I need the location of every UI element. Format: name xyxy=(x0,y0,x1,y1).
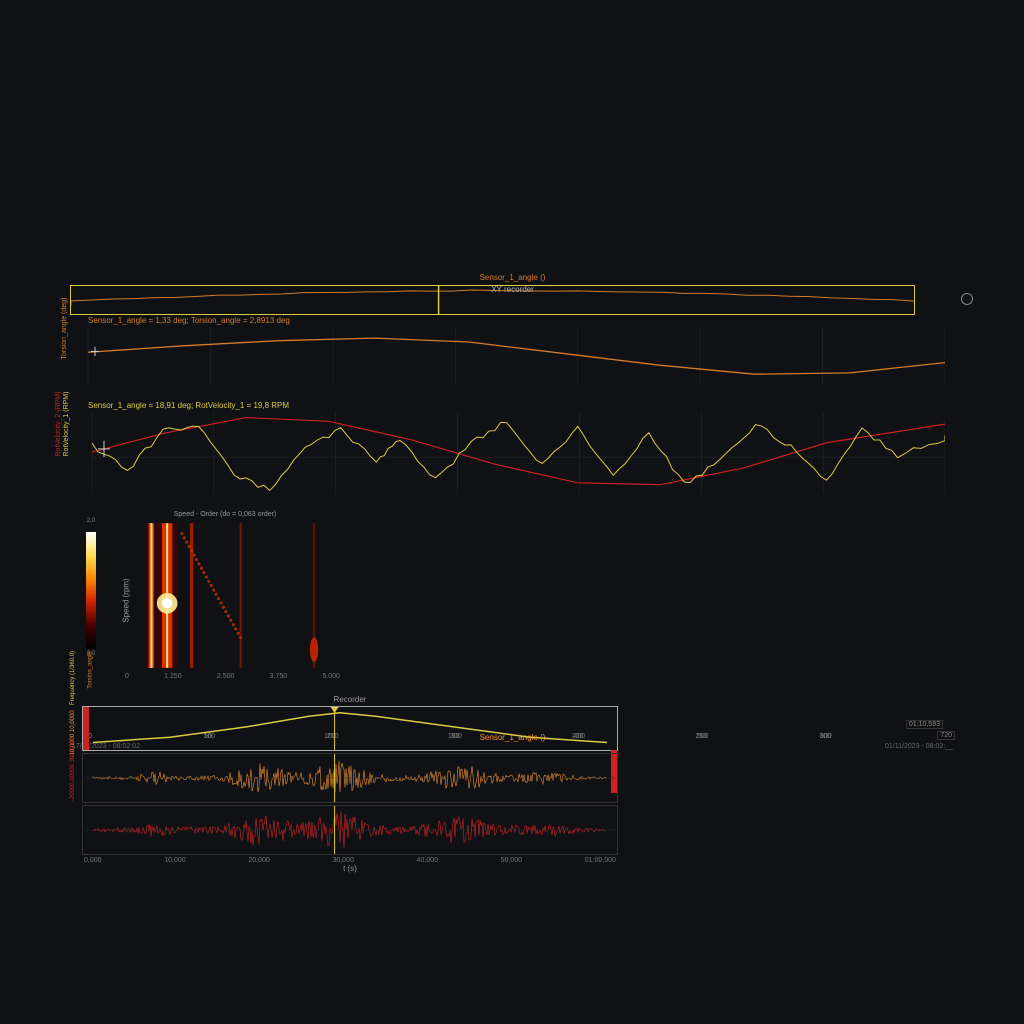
recorder-title: Recorder xyxy=(70,695,630,704)
spectro-plot-svg xyxy=(112,518,380,673)
spectro-y-label: Speed (rpm) xyxy=(122,578,131,622)
colorbar-max: 2,0 xyxy=(87,518,95,524)
track3-y-label: -20000,00000 300,0000 xyxy=(70,737,76,801)
clock-icon[interactable] xyxy=(961,293,973,305)
chart2-y-label-red: RotVelocity_2 (RPM) xyxy=(55,392,62,457)
chart2-xend: 720 xyxy=(937,731,955,740)
dashboard: 17/11/2023 - 08:02:02 01/11/2023 - 08:02… xyxy=(70,285,955,740)
chart-rotvelocity[interactable]: Sensor_1_angle = 18,91 deg; RotVelocity_… xyxy=(70,400,945,510)
spectro-title: Speed - Order (do = 0,063 order) xyxy=(70,510,380,518)
chart2-y-label-yellow: RotVelocity_1 (RPM) xyxy=(63,392,70,457)
track-cap-left xyxy=(83,707,89,750)
chart2-plot xyxy=(70,411,945,495)
chart2-header: Sensor_1_angle = 18,91 deg; RotVelocity_… xyxy=(70,400,945,411)
chart1-y-label: Torsion_angle (deg) xyxy=(61,297,68,359)
track1-svg xyxy=(83,707,617,750)
track2-svg xyxy=(83,754,617,802)
recorder-x-axis: 0,00010,00020,00030,00040,00050,00001:00… xyxy=(70,857,630,864)
colorbar-label: Torsion_angle xyxy=(88,651,94,688)
recorder-track-red[interactable]: -20000,00000 300,0000 xyxy=(82,805,618,855)
recorder-track-frequency[interactable]: Frequency (1/360.0) xyxy=(82,706,618,751)
time-end-label: 01/11/2023 - 08:02:__ xyxy=(885,743,953,750)
colorbar-gradient xyxy=(86,532,96,649)
colorbar: 2,0 0,0 Torsion_angle xyxy=(70,518,112,673)
spectro-x-axis: 01.2502.5003.7505.000 xyxy=(70,673,380,680)
track3-svg xyxy=(83,806,617,854)
recorder-panel[interactable]: Sensor_1_angle () Recorder Frequency (1/… xyxy=(70,695,630,890)
chart2-title: XY recorder xyxy=(70,285,955,294)
chart1-header: Sensor_1_angle = 1,33 deg; Torsion_angle… xyxy=(70,315,945,326)
recorder-xend: 01:10,593 xyxy=(906,720,943,729)
spectrogram-panel[interactable]: Speed - Order (do = 0,063 order) 2,0 0,0… xyxy=(70,510,380,695)
chart1-plot xyxy=(70,326,945,385)
recorder-track-orange[interactable]: -10,0000 10,0000 xyxy=(82,753,618,803)
recorder-top-label: Sensor_1_angle () xyxy=(70,273,955,282)
chart-torsion-angle[interactable]: Sensor_1_angle = 1,33 deg; Torsion_angle… xyxy=(70,315,945,400)
track1-y-label: Frequency (1/360.0) xyxy=(70,650,76,704)
recorder-x-label: t (s) xyxy=(70,864,630,873)
